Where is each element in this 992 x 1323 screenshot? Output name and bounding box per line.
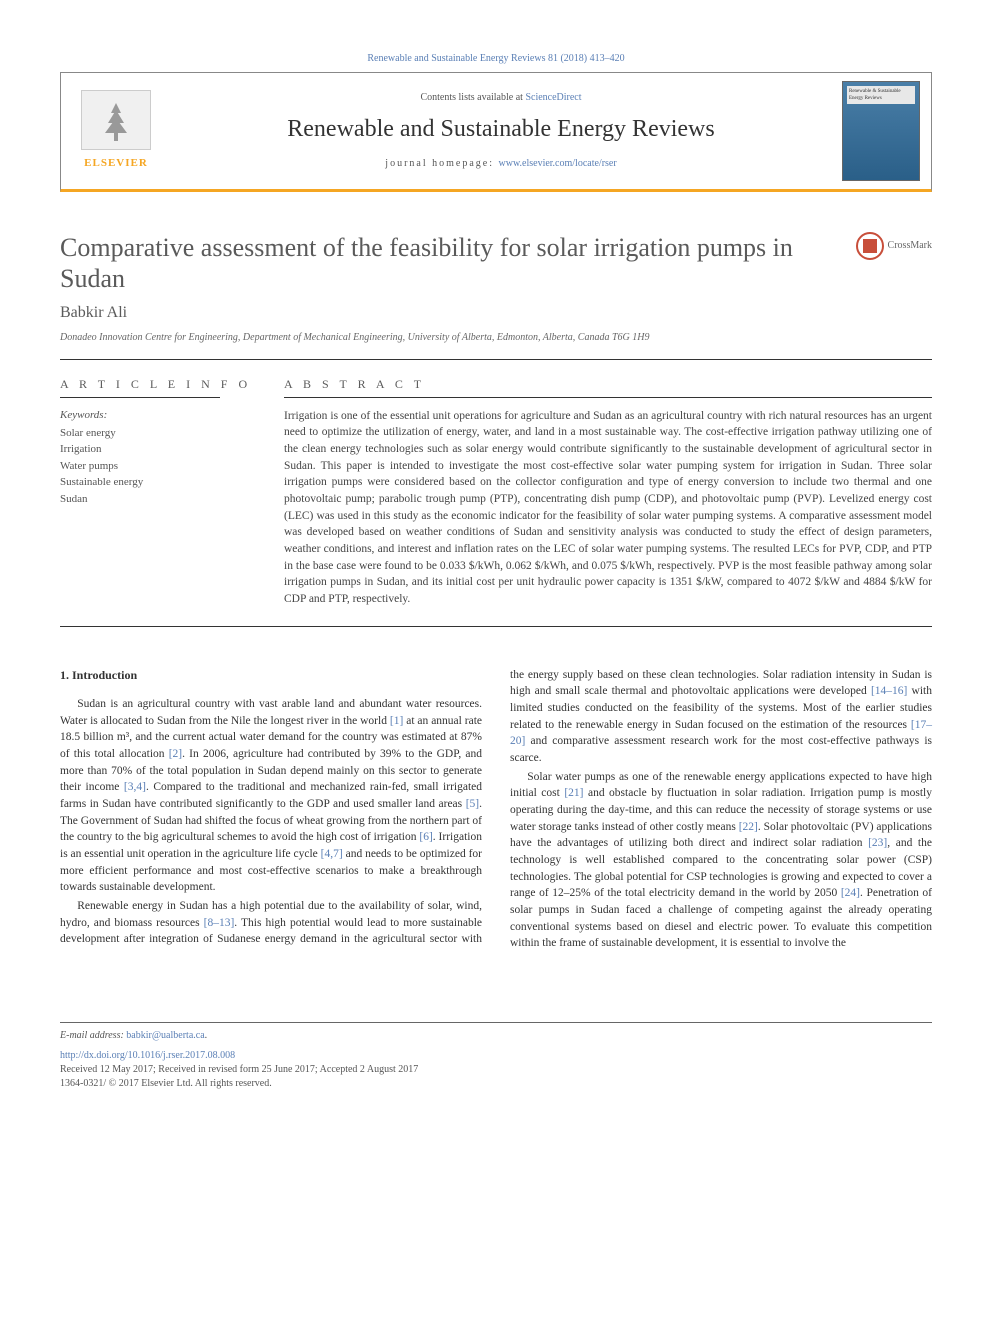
abstract-text: Irrigation is one of the essential unit …: [284, 408, 932, 608]
citation-ref[interactable]: [2]: [169, 748, 182, 760]
homepage-link[interactable]: www.elsevier.com/locate/rser: [499, 158, 617, 169]
body-text: and comparative assessment research work…: [510, 735, 932, 764]
citation-ref[interactable]: [14–16]: [871, 685, 907, 697]
citation-ref[interactable]: [3,4]: [124, 781, 146, 793]
keyword: Water pumps: [60, 458, 260, 475]
body-text: the energy supply based on these clean t…: [510, 669, 932, 698]
contents-lists-line: Contents lists available at ScienceDirec…: [420, 91, 581, 105]
author-name: Babkir Ali: [60, 302, 932, 324]
cover-label: Renewable & Sustainable Energy Reviews: [847, 86, 915, 104]
footer-block: E-mail address: babkir@ualberta.ca. http…: [60, 1022, 932, 1091]
publisher-name: ELSEVIER: [84, 156, 148, 171]
article-info-column: A R T I C L E I N F O Keywords: Solar en…: [60, 376, 260, 608]
email-label: E-mail address:: [60, 1030, 126, 1041]
article-title: Comparative assessment of the feasibilit…: [60, 232, 856, 294]
doi-link[interactable]: http://dx.doi.org/10.1016/j.rser.2017.08…: [60, 1050, 235, 1061]
publisher-logo-block: ELSEVIER: [61, 73, 171, 189]
email-link[interactable]: babkir@ualberta.ca: [126, 1030, 204, 1041]
crossmark-badge[interactable]: CrossMark: [856, 232, 932, 260]
citation-ref[interactable]: [1]: [390, 715, 403, 727]
body-two-column: 1. Introduction Sudan is an agricultural…: [60, 667, 932, 952]
author-affiliation: Donadeo Innovation Centre for Engineerin…: [60, 331, 932, 345]
divider-top: [60, 359, 932, 360]
journal-homepage-line: journal homepage: www.elsevier.com/locat…: [385, 157, 616, 171]
issn-line: 1364-0321/ © 2017 Elsevier Ltd. All righ…: [60, 1077, 932, 1091]
citation-ref[interactable]: [4,7]: [321, 848, 343, 860]
crossmark-label: CrossMark: [888, 239, 932, 253]
journal-cover-thumbnail: Renewable & Sustainable Energy Reviews: [842, 81, 920, 181]
elsevier-tree-icon: [81, 90, 151, 150]
citation-ref[interactable]: [22]: [739, 821, 758, 833]
citation-ref[interactable]: [21]: [564, 787, 583, 799]
citation-ref[interactable]: [23]: [868, 837, 887, 849]
section-heading-introduction: 1. Introduction: [60, 667, 482, 684]
homepage-prefix: journal homepage:: [385, 158, 498, 169]
citation-ref[interactable]: [6]: [419, 831, 432, 843]
keyword: Sudan: [60, 491, 260, 508]
contents-prefix: Contents lists available at: [420, 92, 525, 103]
journal-header: ELSEVIER Contents lists available at Sci…: [60, 72, 932, 192]
journal-cover-block: Renewable & Sustainable Energy Reviews: [831, 73, 931, 189]
keyword: Sustainable energy: [60, 474, 260, 491]
abstract-heading: A B S T R A C T: [284, 376, 932, 393]
divider-bottom: [60, 626, 932, 627]
article-info-heading: A R T I C L E I N F O: [60, 376, 260, 393]
citation-ref[interactable]: [24]: [841, 887, 860, 899]
citation-ref[interactable]: [5]: [466, 798, 479, 810]
keyword: Irrigation: [60, 441, 260, 458]
email-line: E-mail address: babkir@ualberta.ca.: [60, 1029, 932, 1043]
body-paragraph: Solar water pumps as one of the renewabl…: [510, 769, 932, 952]
journal-title: Renewable and Sustainable Energy Reviews: [287, 113, 714, 147]
keywords-list: Solar energy Irrigation Water pumps Sust…: [60, 425, 260, 508]
citation-ref[interactable]: [8–13]: [204, 917, 235, 929]
info-rule: [60, 397, 220, 398]
received-line: Received 12 May 2017; Received in revise…: [60, 1063, 932, 1077]
keywords-label: Keywords:: [60, 408, 260, 423]
body-paragraph: Sudan is an agricultural country with va…: [60, 696, 482, 896]
journal-header-center: Contents lists available at ScienceDirec…: [171, 73, 831, 189]
doi-line: http://dx.doi.org/10.1016/j.rser.2017.08…: [60, 1049, 932, 1063]
citation-line: Renewable and Sustainable Energy Reviews…: [60, 52, 932, 66]
abstract-column: A B S T R A C T Irrigation is one of the…: [284, 376, 932, 608]
keyword: Solar energy: [60, 425, 260, 442]
crossmark-icon: [856, 232, 884, 260]
abstract-rule: [284, 397, 932, 398]
sciencedirect-link[interactable]: ScienceDirect: [525, 92, 581, 103]
